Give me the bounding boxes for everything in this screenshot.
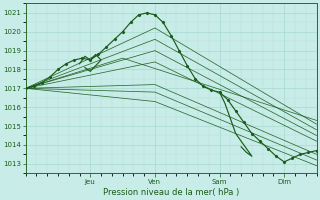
- X-axis label: Pression niveau de la mer( hPa ): Pression niveau de la mer( hPa ): [103, 188, 239, 197]
